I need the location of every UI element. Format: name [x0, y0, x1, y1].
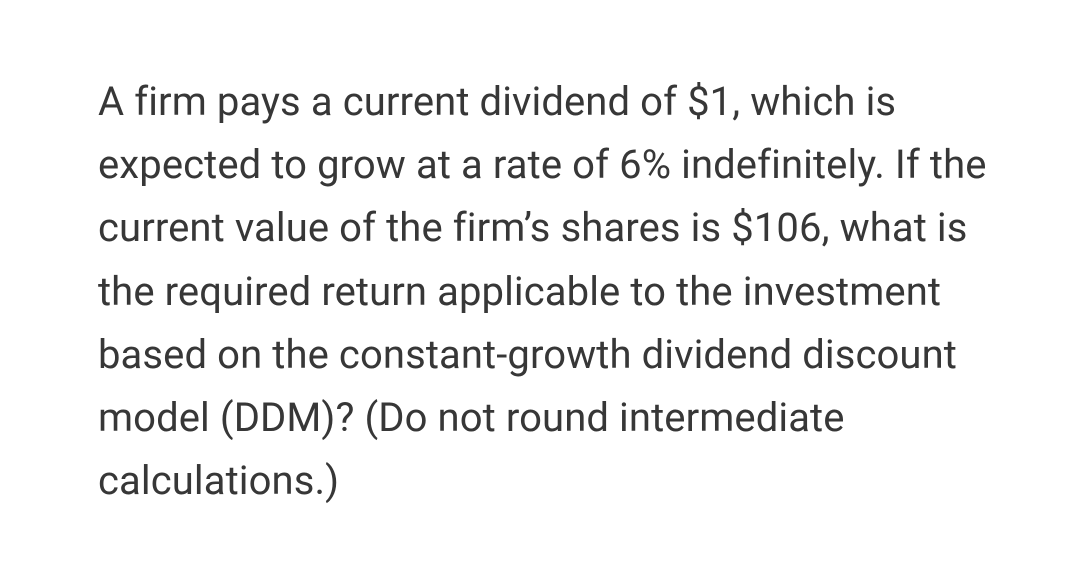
page: A firm pays a current dividend of $1, wh…: [0, 0, 1080, 570]
question-text: A firm pays a current dividend of $1, wh…: [98, 70, 998, 512]
